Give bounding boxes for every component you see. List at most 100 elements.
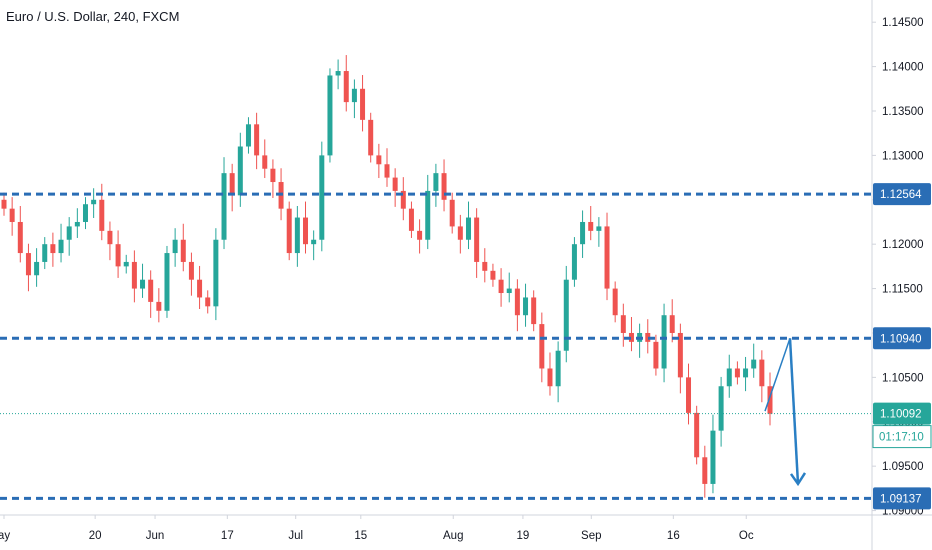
price-tick-label: 1.09500 [882,461,924,473]
candle-body [726,368,732,387]
candle-body [34,261,40,276]
candle-body [25,253,31,276]
time-tick-label: 17 [221,530,234,542]
price-tick-label: 1.13500 [882,106,924,118]
candle-body [490,270,496,280]
candle-body [408,208,414,231]
time-tick-label: Aug [443,530,463,542]
candle-body [197,279,203,298]
candle-body [645,332,651,342]
level-price-tag [873,183,931,206]
candle-body [82,204,88,222]
candle-body [50,244,56,254]
projection-up-leg [764,338,791,412]
candle-body [669,315,675,333]
candle-body [245,124,251,147]
candle-body [563,279,569,351]
candle-body [734,368,740,378]
candle-body [74,221,80,227]
candle-body [571,244,577,280]
candle-body [710,430,716,484]
candle-body [580,221,586,245]
current-price-tag [873,402,931,425]
candle-body [620,315,626,333]
candle-body [677,332,683,378]
level-price-label: 1.10940 [880,333,922,345]
candle-body [91,199,97,205]
time-tick-label: Jul [288,530,303,542]
candle-body [604,226,610,289]
time-tick-label: Sep [581,530,601,542]
candle-body [42,244,48,262]
candle-body [694,412,700,458]
candle-body [612,288,618,316]
candle-body [596,226,602,231]
candle-body [164,253,170,311]
level-price-tag [873,327,931,350]
candle-body [547,368,553,387]
candle-body [286,208,292,254]
candle-body [66,226,72,240]
candle-body [262,155,268,169]
candle-body [343,71,349,103]
candle-body [417,230,423,240]
level-price-label: 1.12564 [880,189,922,201]
candle-body [294,217,300,254]
price-tick-label: 1.10500 [882,372,924,384]
candle-body [335,71,341,76]
projection-down-leg [788,338,800,484]
candle-body [1,199,7,209]
candle-body [702,457,708,484]
candle-body [433,173,439,191]
candle-body [351,88,357,103]
candle-body [303,217,309,245]
candle-body [229,173,235,196]
candle-body [392,177,398,191]
candle-body [205,297,211,307]
candle-body [237,146,243,196]
candle-body [628,332,634,342]
level-price-label: 1.09137 [880,493,922,505]
candle-body [531,297,537,325]
candle-body [17,221,23,254]
candle-body [270,168,276,183]
candle-body [400,190,406,209]
countdown-tag [872,425,932,449]
level-price-tag [873,487,931,510]
candle-body [588,221,594,231]
time-tick-label: ay [0,530,10,542]
time-tick-label: 15 [354,530,367,542]
candle-body [115,244,121,267]
candle-body [180,239,186,262]
candle-body [718,386,724,431]
candle-body [457,226,463,240]
candle-body [441,173,447,200]
time-tick-label: 16 [667,530,680,542]
candle-body [514,288,520,316]
candle-body [449,199,455,227]
time-tick-label: Oc [739,530,754,542]
candle-body [213,239,219,307]
candle-body [523,297,529,316]
candle-body [474,217,480,262]
candle-body [539,324,545,369]
projection-arrowhead [789,472,807,487]
price-tick-label: 1.13000 [882,150,924,162]
candle-body [686,377,692,413]
candle-body [767,386,773,414]
candle-body [425,190,431,240]
price-tick-label: 1.14500 [882,17,924,29]
time-tick-label: 20 [89,530,102,542]
candle-body [384,164,390,178]
candle-body [498,279,504,294]
candle-body [99,199,105,231]
candle-body [661,315,667,369]
candle-body [319,155,325,240]
current-price-label: 1.10092 [880,409,922,421]
candle-body [482,261,488,271]
candle-body [759,359,765,387]
candle-body [9,208,15,222]
candle-body [221,173,227,240]
candle-body [327,75,333,156]
